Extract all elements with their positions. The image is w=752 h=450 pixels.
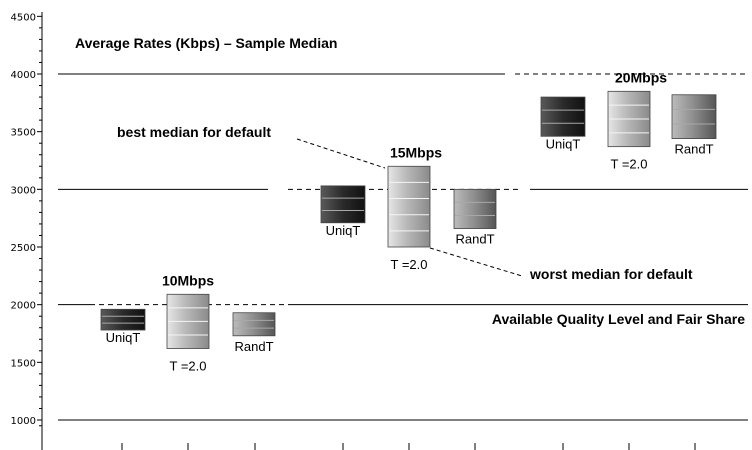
box-label: RandT [455, 232, 494, 247]
y-ticks: 1000 1500 2000 2500 3000 3500 4000 4500 [11, 12, 42, 427]
box-label: T =2.0 [170, 358, 207, 373]
annotation-best-median: best median for default [117, 124, 271, 140]
annotation-best-median-leader [296, 138, 386, 169]
chart-title: Average Rates (Kbps) – Sample Median [75, 35, 337, 51]
y-tick-label: 4000 [11, 70, 36, 81]
box-15Mbps-1 [387, 165, 431, 248]
box-20Mbps-2 [671, 94, 717, 139]
y-axis: 1000 1500 2000 2500 3000 3500 4000 4500 [11, 12, 43, 450]
box-label: UniqT [106, 330, 141, 345]
box-15Mbps-2 [453, 188, 497, 229]
annotation-fair-share: Available Quality Level and Fair Share [492, 311, 745, 327]
box-10Mbps-0 [100, 308, 146, 331]
box-label: UniqT [546, 136, 581, 151]
boxes: UniqT T =2.0 RandT 10Mbps UniqT T =2.0 RandT 15… [100, 69, 717, 373]
box-label: RandT [234, 339, 273, 354]
box-15Mbps-0 [320, 185, 366, 224]
y-tick-label: 4500 [11, 12, 36, 23]
y-tick-label: 3500 [11, 128, 36, 139]
box-label: RandT [674, 142, 713, 157]
y-tick-label: 1500 [11, 358, 36, 369]
annotations: best median for default worst median for … [117, 124, 745, 327]
y-tick-label: 2500 [11, 243, 36, 254]
annotation-worst-median-leader [429, 247, 523, 277]
box-label: T =2.0 [611, 157, 648, 172]
box-10Mbps-2 [232, 312, 276, 337]
y-tick-label: 2000 [11, 301, 36, 312]
group-title: 10Mbps [162, 272, 214, 288]
y-tick-label: 1000 [11, 416, 36, 427]
annotation-worst-median: worst median for default [529, 266, 693, 282]
x-ticks [121, 443, 696, 450]
box-20Mbps-0 [540, 96, 586, 137]
box-label: T =2.0 [391, 257, 428, 272]
group-title: 20Mbps [615, 69, 667, 85]
y-tick-label: 3000 [11, 185, 36, 196]
box-label: UniqT [326, 223, 361, 238]
group-title: 15Mbps [390, 144, 442, 160]
